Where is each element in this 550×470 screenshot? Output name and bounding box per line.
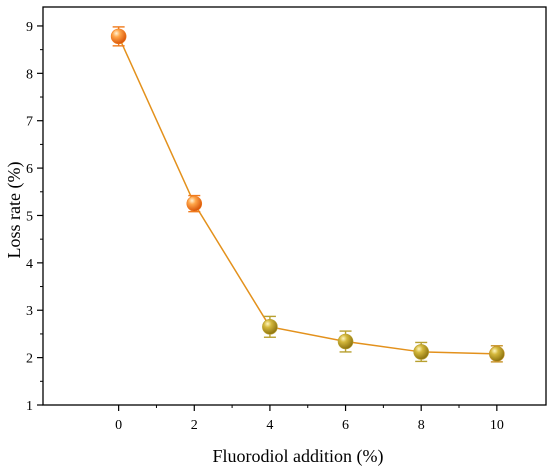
y-tick-label: 5 [26,209,33,224]
y-tick-label: 3 [26,304,33,319]
y-axis: 1 2 3 4 5 6 7 8 9 [26,20,43,414]
data-point [186,195,203,212]
y-axis-title: Loss rate (%) [4,162,25,259]
data-point [413,344,429,360]
series-line [117,36,497,355]
x-axis: 0 2 4 6 8 10 [115,405,504,433]
y-tick-label: 7 [26,115,33,130]
y-tick-label: 1 [26,399,33,414]
x-axis-title: Fluorodiol addition (%) [213,446,384,467]
x-tick-label: 0 [115,418,122,433]
data-point [110,28,127,45]
x-tick-label: 6 [342,418,349,433]
series-loss-rate [110,26,505,363]
y-tick-label: 6 [26,162,33,177]
plot-border [42,6,547,406]
y-tick-label: 4 [26,257,33,272]
x-tick-label: 10 [490,418,504,433]
x-tick-label: 2 [191,418,198,433]
data-point [262,319,278,335]
y-tick-label: 8 [26,67,33,82]
y-tick-label: 9 [26,20,33,35]
plot-frame [42,6,547,406]
x-tick-label: 4 [266,418,273,433]
data-point [337,333,354,350]
data-point [489,346,505,362]
y-tick-label: 2 [26,352,33,367]
x-tick-label: 8 [418,418,425,433]
